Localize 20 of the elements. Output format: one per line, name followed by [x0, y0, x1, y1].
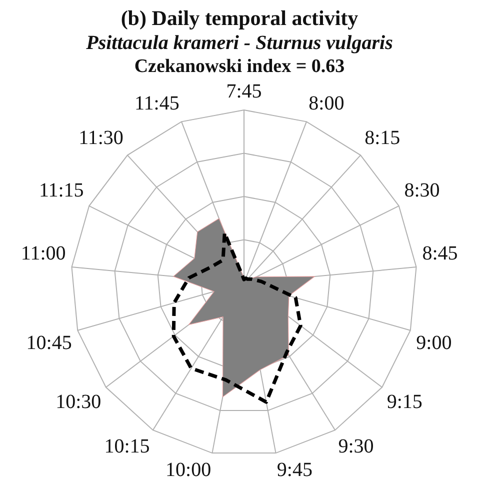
- spoke-label: 10:30: [56, 391, 102, 414]
- spoke-label: 9:15: [386, 391, 422, 414]
- spoke-label: 10:00: [166, 459, 212, 482]
- chart-subtitle: Psittacula krameri - Sturnus vulgaris: [85, 31, 394, 55]
- chart-title: (b) Daily temporal activity: [120, 6, 360, 31]
- spoke-label: 10:15: [104, 435, 150, 458]
- text: Czekanowski index = 0.63: [133, 55, 346, 79]
- spoke-label: 8:00: [308, 92, 344, 114]
- spoke-label: 10:45: [26, 332, 72, 354]
- spoke-label: 9:00: [416, 332, 452, 354]
- spoke-label: 11:30: [78, 126, 124, 149]
- spoke-label: 7:45: [226, 80, 262, 102]
- spoke-label: 8:15: [364, 126, 400, 149]
- spoke-label: 9:45: [276, 459, 312, 482]
- spoke-label: 11:15: [38, 179, 84, 202]
- spoke-label: 9:30: [338, 435, 374, 458]
- spoke-label: 11:00: [20, 242, 66, 265]
- spoke-label: 11:45: [134, 92, 180, 114]
- spoke-label: 8:30: [404, 179, 440, 202]
- spoke-label: 8:45: [422, 242, 458, 265]
